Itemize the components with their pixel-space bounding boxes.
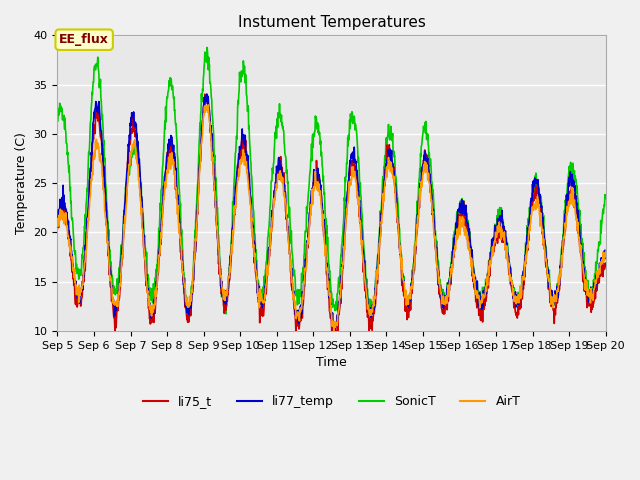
SonicT — [162, 119, 170, 125]
Line: AirT: AirT — [58, 105, 605, 335]
li77_temp — [203, 92, 211, 97]
SonicT — [489, 238, 497, 243]
AirT — [175, 221, 183, 227]
li77_temp — [538, 204, 545, 210]
Text: EE_flux: EE_flux — [60, 33, 109, 46]
li77_temp — [417, 175, 425, 180]
li75_t — [54, 222, 61, 228]
AirT — [330, 332, 338, 337]
Line: SonicT: SonicT — [58, 48, 605, 314]
Line: li77_temp: li77_temp — [58, 95, 605, 332]
SonicT — [175, 188, 183, 194]
li75_t — [237, 152, 245, 157]
SonicT — [204, 45, 211, 50]
AirT — [162, 179, 170, 184]
li75_t — [331, 340, 339, 346]
AirT — [602, 249, 609, 254]
AirT — [204, 102, 212, 108]
li75_t — [538, 218, 545, 224]
li77_temp — [237, 144, 245, 150]
li75_t — [489, 242, 497, 248]
li75_t — [602, 263, 609, 268]
li75_t — [175, 216, 183, 222]
Legend: li75_t, li77_temp, SonicT, AirT: li75_t, li77_temp, SonicT, AirT — [138, 390, 525, 413]
li75_t — [417, 182, 425, 188]
li77_temp — [54, 224, 61, 229]
AirT — [417, 179, 425, 184]
Title: Instument Temperatures: Instument Temperatures — [237, 15, 426, 30]
li77_temp — [489, 235, 497, 241]
li77_temp — [602, 253, 609, 259]
li75_t — [203, 91, 211, 97]
AirT — [538, 222, 545, 228]
SonicT — [417, 143, 425, 149]
SonicT — [54, 118, 61, 124]
li77_temp — [162, 167, 170, 173]
li77_temp — [331, 329, 339, 335]
SonicT — [222, 311, 230, 317]
AirT — [489, 249, 497, 255]
SonicT — [602, 193, 609, 199]
AirT — [237, 161, 245, 167]
X-axis label: Time: Time — [316, 356, 347, 369]
li75_t — [162, 165, 170, 170]
SonicT — [237, 68, 245, 74]
SonicT — [538, 197, 545, 203]
AirT — [54, 224, 61, 229]
Y-axis label: Temperature (C): Temperature (C) — [15, 132, 28, 234]
Line: li75_t: li75_t — [58, 94, 605, 343]
li77_temp — [175, 217, 183, 223]
